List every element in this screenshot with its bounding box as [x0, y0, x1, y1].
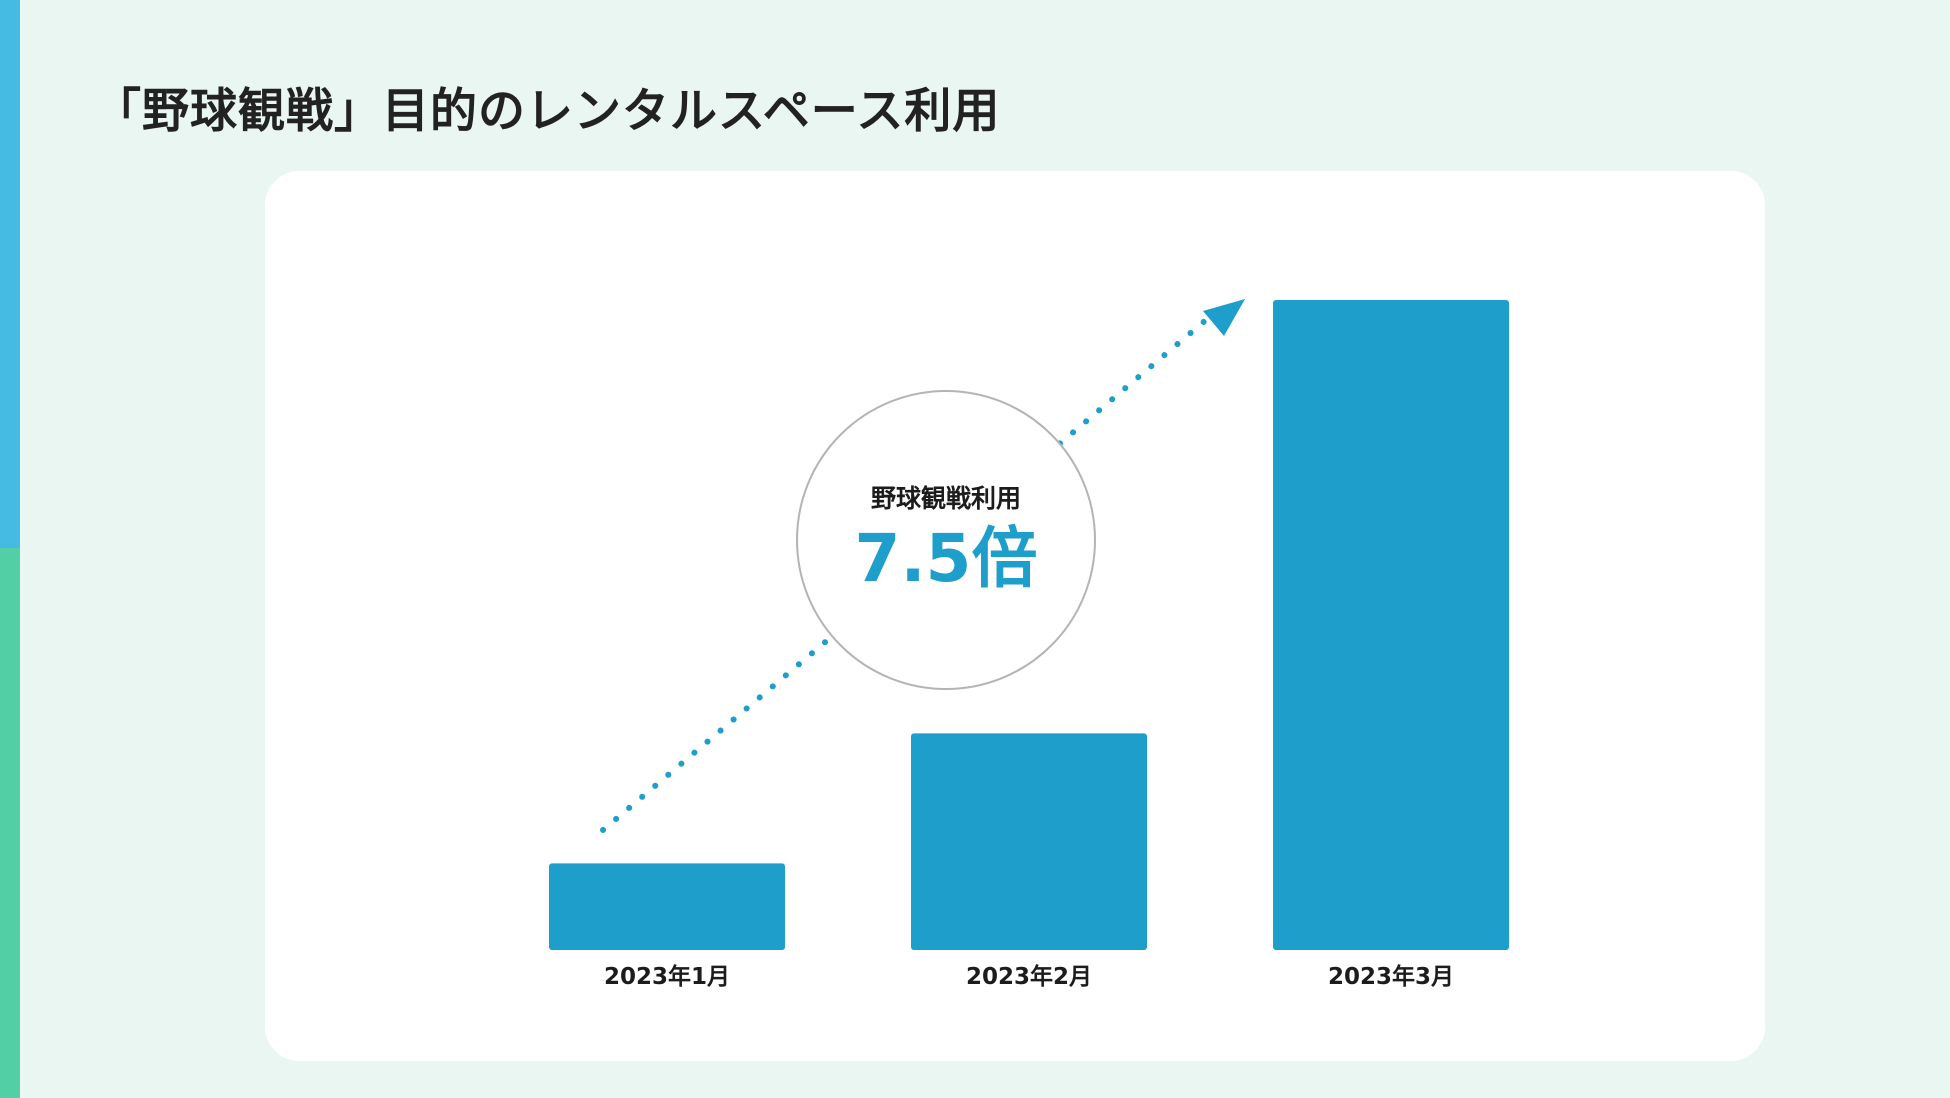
x-tick-label-1: 2023年1月 — [604, 963, 730, 990]
x-tick-label-3: 2023年3月 — [1328, 963, 1454, 990]
arrow-head — [1203, 299, 1245, 336]
accent-bar-bottom — [0, 548, 20, 1098]
page-title: 「野球観戦」目的のレンタルスペース利用 — [94, 84, 1001, 139]
bars-layer — [549, 300, 1509, 950]
badge-circle — [796, 390, 1096, 690]
bar-3 — [1273, 300, 1509, 950]
x-tick-label-2: 2023年2月 — [966, 963, 1092, 990]
bar-1 — [549, 863, 785, 950]
arrow-dotted-line — [600, 311, 1216, 833]
x-axis-tick-labels: 2023年1月 2023年2月 2023年3月 — [604, 963, 1454, 990]
growth-badge: 野球観戦利用 7.5倍 — [796, 390, 1096, 690]
badge-label: 野球観戦利用 — [871, 484, 1021, 513]
bar-2 — [911, 733, 1147, 950]
growth-arrow — [600, 299, 1245, 833]
accent-bar-top — [0, 0, 20, 548]
badge-value: 7.5倍 — [855, 520, 1038, 597]
